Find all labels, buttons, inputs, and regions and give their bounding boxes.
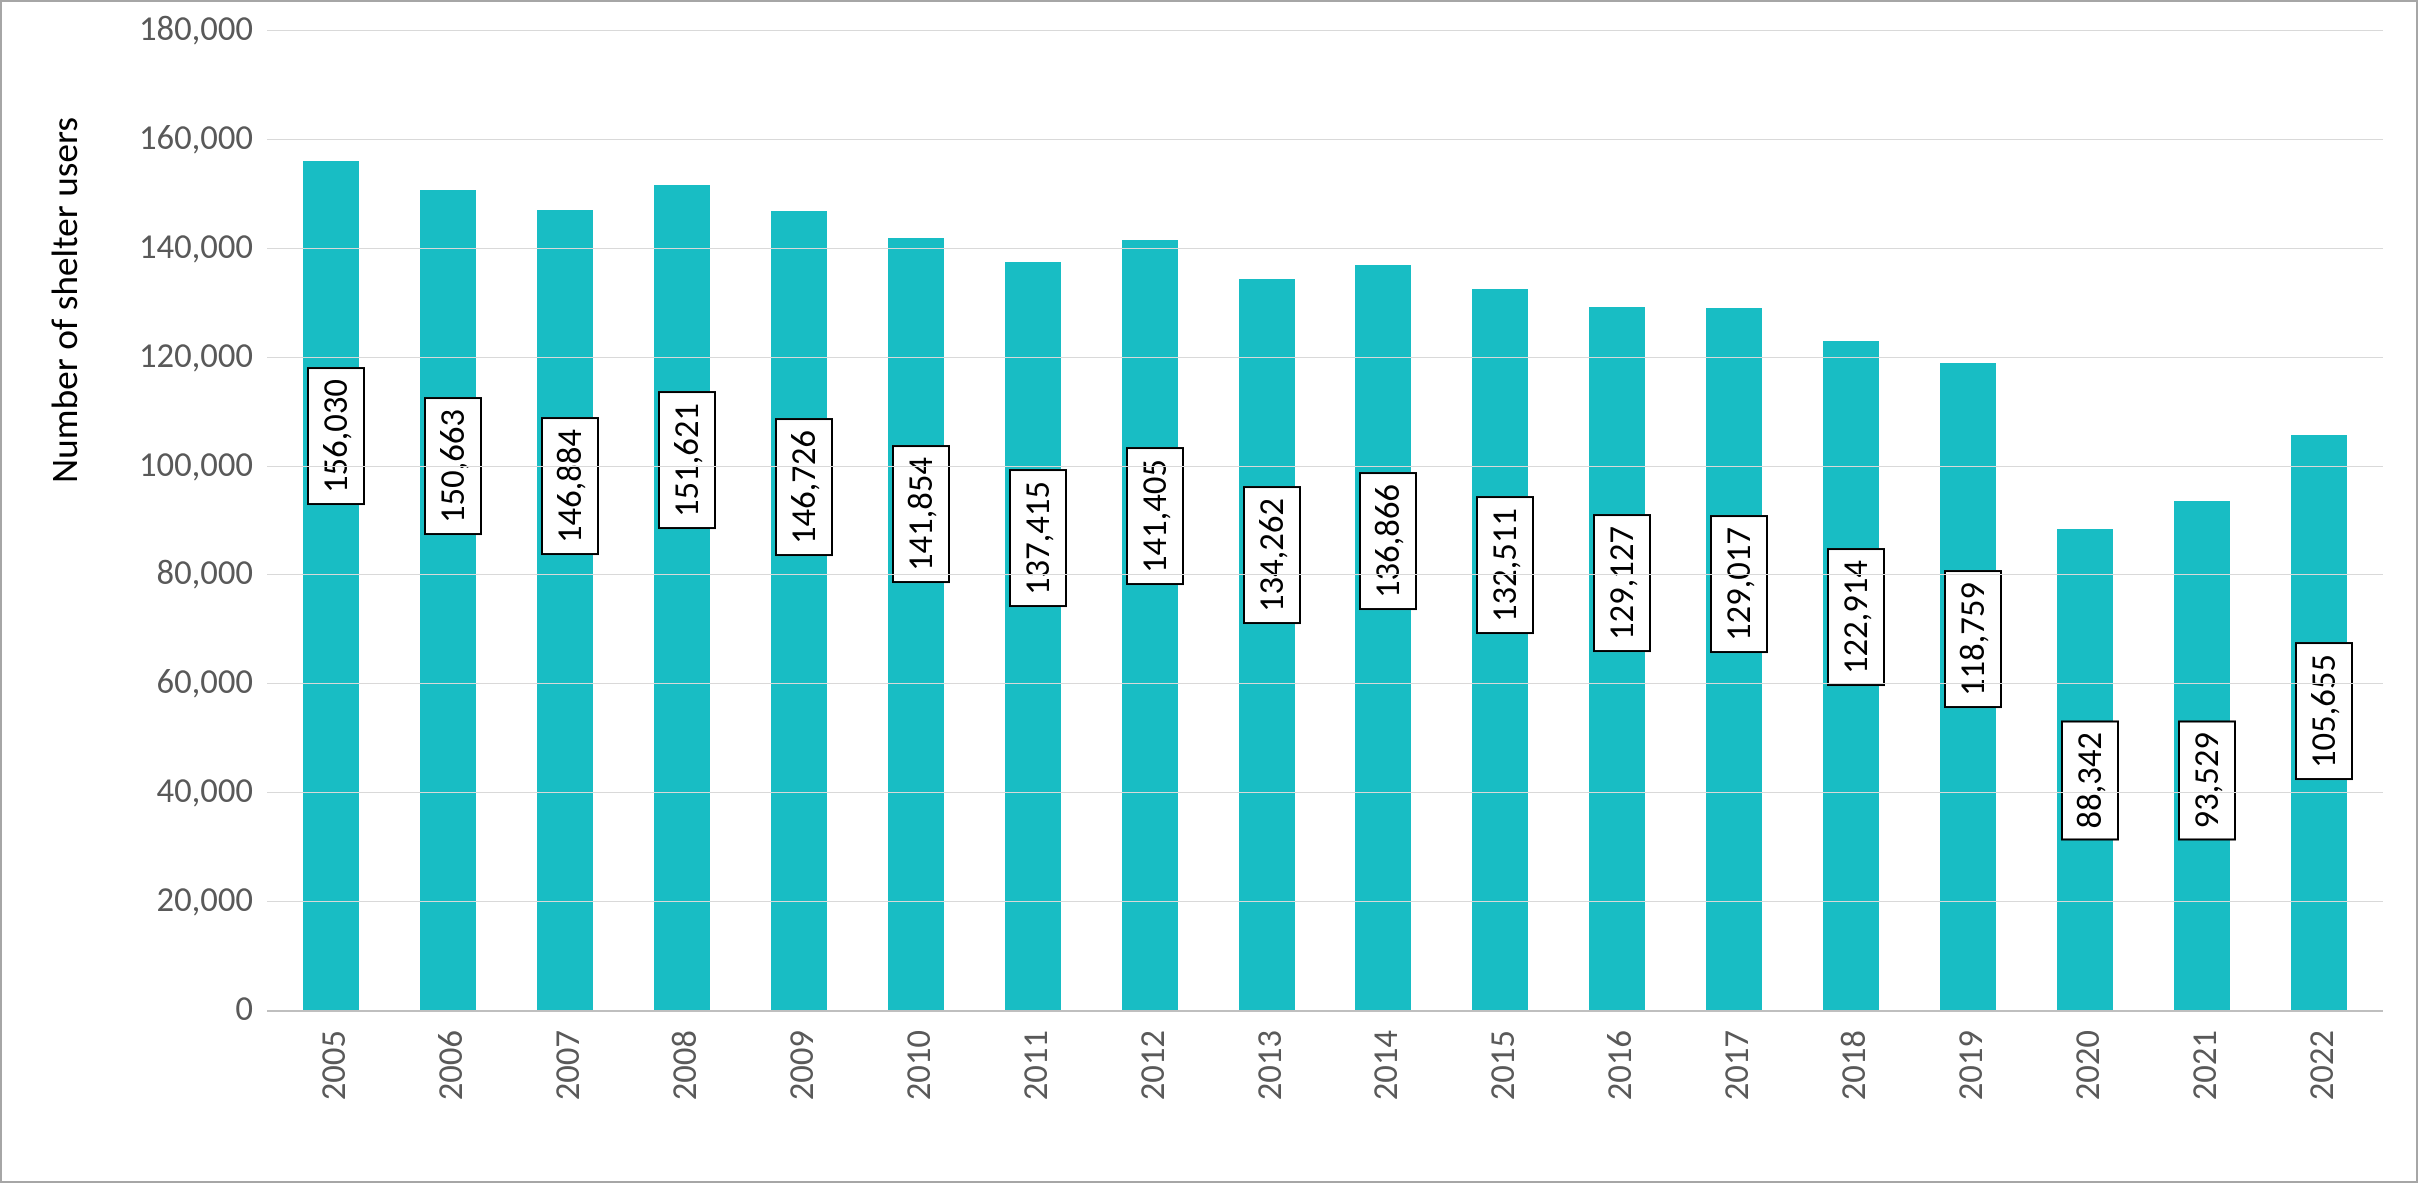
bar (1122, 240, 1178, 1010)
bar-value-label: 118,759 (1944, 570, 2002, 708)
bar (771, 211, 827, 1010)
bar-value-label: 141,405 (1126, 447, 1184, 585)
gridline (267, 248, 2383, 249)
bar-slot: 2018122,914 (1793, 30, 1910, 1010)
x-axis-baseline (267, 1010, 2383, 1012)
bar-value-label: 132,511 (1476, 496, 1534, 634)
bar-slot: 2006150,663 (390, 30, 507, 1010)
bar-slot: 2014136,866 (1325, 30, 1442, 1010)
bar (537, 210, 593, 1010)
bar-slot: 2009146,726 (741, 30, 858, 1010)
y-tick-label: 0 (73, 988, 253, 1030)
x-tick-label: 2017 (1716, 1030, 1758, 1100)
bar (1706, 308, 1762, 1010)
bar-value-label: 88,342 (2061, 720, 2119, 840)
bar-slot: 2022105,655 (2260, 30, 2377, 1010)
bar-value-label: 151,621 (658, 391, 716, 529)
bar-value-label: 146,726 (775, 418, 833, 556)
bar-value-label: 105,655 (2295, 642, 2353, 780)
x-tick-label: 2013 (1249, 1030, 1291, 1100)
x-tick-label: 2015 (1482, 1030, 1524, 1100)
y-tick-label: 40,000 (73, 770, 253, 812)
bar-slot: 2012141,405 (1091, 30, 1208, 1010)
bar (1589, 307, 1645, 1010)
bar-value-label: 137,415 (1009, 469, 1067, 607)
bar-value-label: 134,262 (1243, 486, 1301, 624)
x-tick-label: 2016 (1599, 1030, 1641, 1100)
x-tick-label: 2021 (2184, 1030, 2226, 1100)
gridline (267, 466, 2383, 467)
bar-value-label: 129,127 (1593, 514, 1651, 652)
x-tick-label: 2018 (1833, 1030, 1875, 1100)
x-tick-label: 2009 (781, 1030, 823, 1100)
gridline (267, 792, 2383, 793)
gridline (267, 574, 2383, 575)
bar (654, 185, 710, 1010)
y-tick-label: 160,000 (73, 117, 253, 159)
bar-slot: 2015132,511 (1442, 30, 1559, 1010)
x-tick-label: 2007 (547, 1030, 589, 1100)
y-tick-label: 120,000 (73, 335, 253, 377)
bar (888, 238, 944, 1010)
bar-value-label: 136,866 (1359, 472, 1417, 610)
x-tick-label: 2011 (1015, 1030, 1057, 1100)
bar-value-label: 146,884 (541, 417, 599, 555)
x-tick-label: 2010 (898, 1030, 940, 1100)
y-tick-label: 20,000 (73, 879, 253, 921)
gridline (267, 357, 2383, 358)
gridline (267, 139, 2383, 140)
gridline (267, 30, 2383, 31)
plot-area: 2005156,0302006150,6632007146,8842008151… (267, 30, 2383, 1010)
chart-frame: Number of shelter users 2005156,03020061… (0, 0, 2418, 1183)
y-tick-label: 100,000 (73, 444, 253, 486)
bar-slot: 2019118,759 (1909, 30, 2026, 1010)
x-tick-label: 2008 (664, 1030, 706, 1100)
x-tick-label: 2014 (1365, 1030, 1407, 1100)
bar-slot: 202193,529 (2143, 30, 2260, 1010)
bar (1005, 262, 1061, 1010)
x-tick-label: 2019 (1950, 1030, 1992, 1100)
y-tick-label: 180,000 (73, 8, 253, 50)
bar-slot: 2013134,262 (1208, 30, 1325, 1010)
bar-slot: 2010141,854 (857, 30, 974, 1010)
bar-slot: 2016129,127 (1559, 30, 1676, 1010)
bar-value-label: 93,529 (2178, 720, 2236, 840)
bar (1355, 265, 1411, 1010)
x-tick-label: 2020 (2067, 1030, 2109, 1100)
x-tick-label: 2006 (430, 1030, 472, 1100)
bar-slot: 2008151,621 (624, 30, 741, 1010)
bar-slot: 2005156,030 (273, 30, 390, 1010)
x-tick-label: 2012 (1132, 1030, 1174, 1100)
y-tick-label: 140,000 (73, 226, 253, 268)
gridline (267, 683, 2383, 684)
bar-value-label: 156,030 (307, 367, 365, 505)
bar (303, 161, 359, 1010)
bar-value-label: 122,914 (1827, 548, 1885, 686)
bars-container: 2005156,0302006150,6632007146,8842008151… (267, 30, 2383, 1010)
bar-slot: 2007146,884 (507, 30, 624, 1010)
y-tick-label: 60,000 (73, 661, 253, 703)
gridline (267, 901, 2383, 902)
bar-slot: 202088,342 (2026, 30, 2143, 1010)
bar-slot: 2017129,017 (1676, 30, 1793, 1010)
bar-value-label: 129,017 (1710, 515, 1768, 653)
bar-slot: 2011137,415 (974, 30, 1091, 1010)
y-axis-title: Number of shelter users (42, 117, 88, 483)
x-tick-label: 2005 (313, 1030, 355, 1100)
bar (420, 190, 476, 1010)
y-tick-label: 80,000 (73, 552, 253, 594)
x-tick-label: 2022 (2301, 1030, 2343, 1100)
